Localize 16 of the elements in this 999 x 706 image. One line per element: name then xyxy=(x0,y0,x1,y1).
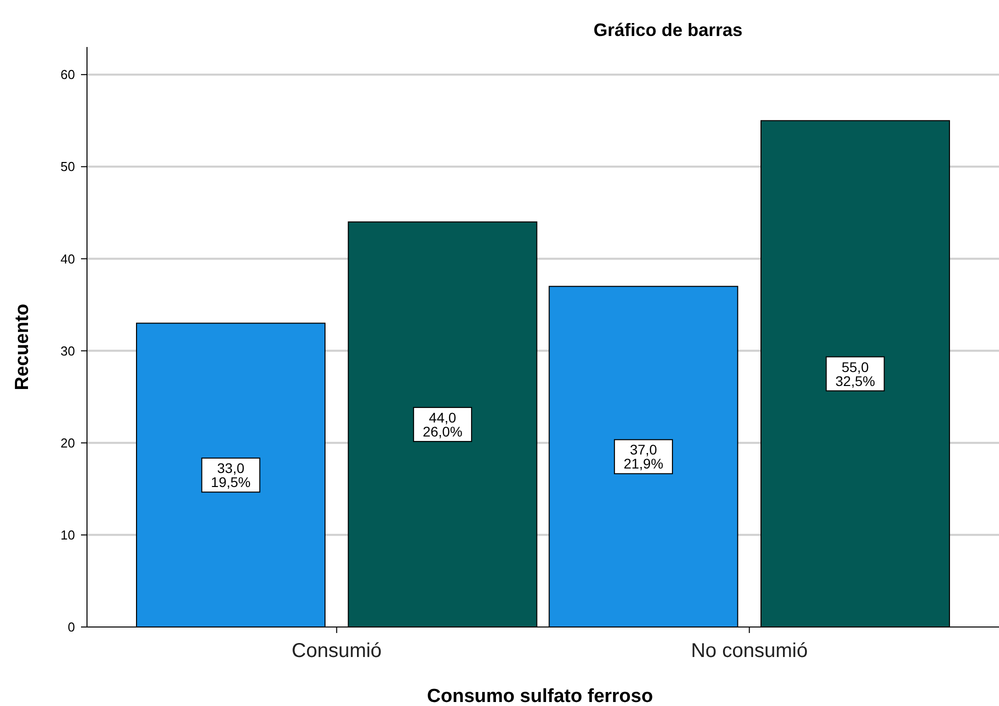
data-label: 44,0 26,0% xyxy=(422,409,462,440)
y-tick-label: 50 xyxy=(60,159,75,174)
x-axis-title: Consumo sulfato ferroso xyxy=(427,686,653,706)
y-tick-label: 60 xyxy=(60,67,75,82)
y-tick-label: 40 xyxy=(60,251,75,266)
data-label: 55,0 32,5% xyxy=(835,358,876,389)
data-label: 37,0 21,9% xyxy=(624,442,664,472)
chart-title: Gráfico de barras xyxy=(593,20,743,40)
y-tick-label: 0 xyxy=(68,620,75,635)
y-axis-title: Recuento xyxy=(12,304,33,390)
y-tick-label: 10 xyxy=(60,527,75,542)
x-tick-label: No consumió xyxy=(690,640,808,662)
y-tick-label: 20 xyxy=(60,435,75,450)
y-tick-label: 30 xyxy=(60,343,75,358)
data-label: 33,0 19,5% xyxy=(210,460,251,490)
x-tick-label: Consumió xyxy=(292,640,382,662)
